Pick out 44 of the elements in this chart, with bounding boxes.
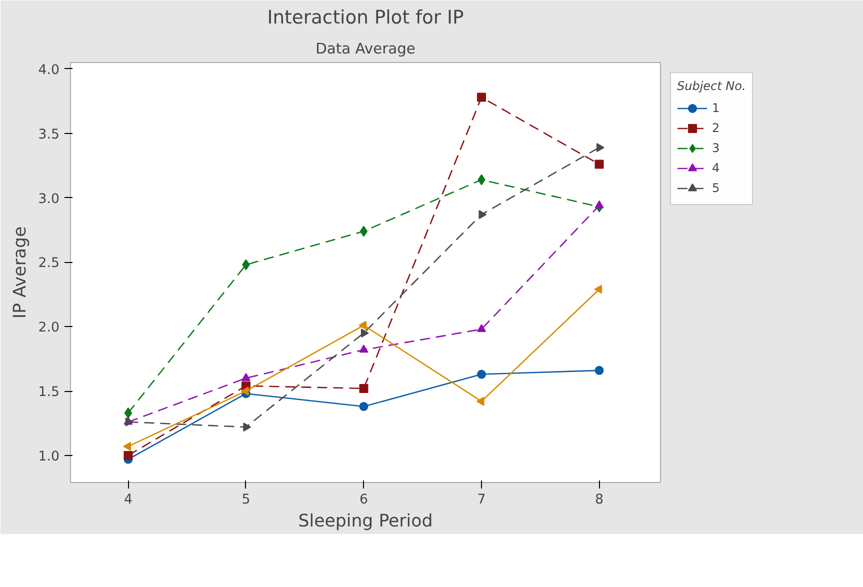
point [359, 344, 368, 353]
point [240, 386, 249, 396]
y-tick-label: 1.0 [38, 449, 60, 464]
legend-title: Subject No. [677, 79, 746, 93]
legend-label: 2 [712, 121, 721, 135]
point [360, 328, 369, 338]
x-tick-label: 7 [477, 492, 486, 508]
point [241, 373, 250, 381]
point [478, 210, 487, 220]
point [123, 442, 132, 451]
y-tick-label: 3.5 [38, 127, 60, 142]
point [594, 160, 604, 169]
legend-label: 1 [712, 101, 721, 115]
point [477, 370, 486, 379]
point [594, 284, 602, 294]
point [358, 320, 367, 330]
point [594, 366, 604, 375]
point [594, 200, 604, 208]
y-tick-label: 2.5 [38, 256, 60, 272]
legend-label: 3 [712, 141, 721, 155]
point [476, 396, 484, 406]
x-tick-label: 5 [242, 492, 250, 508]
point [477, 92, 486, 102]
point [359, 402, 368, 411]
point [360, 226, 368, 237]
y-tick-label: 3.0 [38, 192, 60, 207]
chart-title: Interaction Plot for IP [267, 8, 464, 28]
y-axis-title: IP Average [10, 226, 30, 319]
point [359, 384, 368, 393]
y-tick-label: 2.0 [38, 320, 60, 336]
y-tick-label: 1.5 [38, 385, 60, 400]
y-tick-label: 4.0 [38, 62, 60, 78]
point [596, 143, 604, 152]
point [124, 407, 132, 418]
x-tick-label: 8 [595, 492, 604, 508]
x-tick-label: 4 [124, 492, 132, 508]
legend-label: 5 [712, 181, 721, 195]
x-tick-label: 6 [359, 492, 368, 508]
point [477, 324, 486, 332]
legend-label: 4 [712, 161, 721, 175]
x-axis-title: Sleeping Period [298, 512, 433, 532]
point [243, 422, 252, 432]
chart-subtitle: Data Average [316, 40, 416, 58]
point [124, 450, 133, 460]
